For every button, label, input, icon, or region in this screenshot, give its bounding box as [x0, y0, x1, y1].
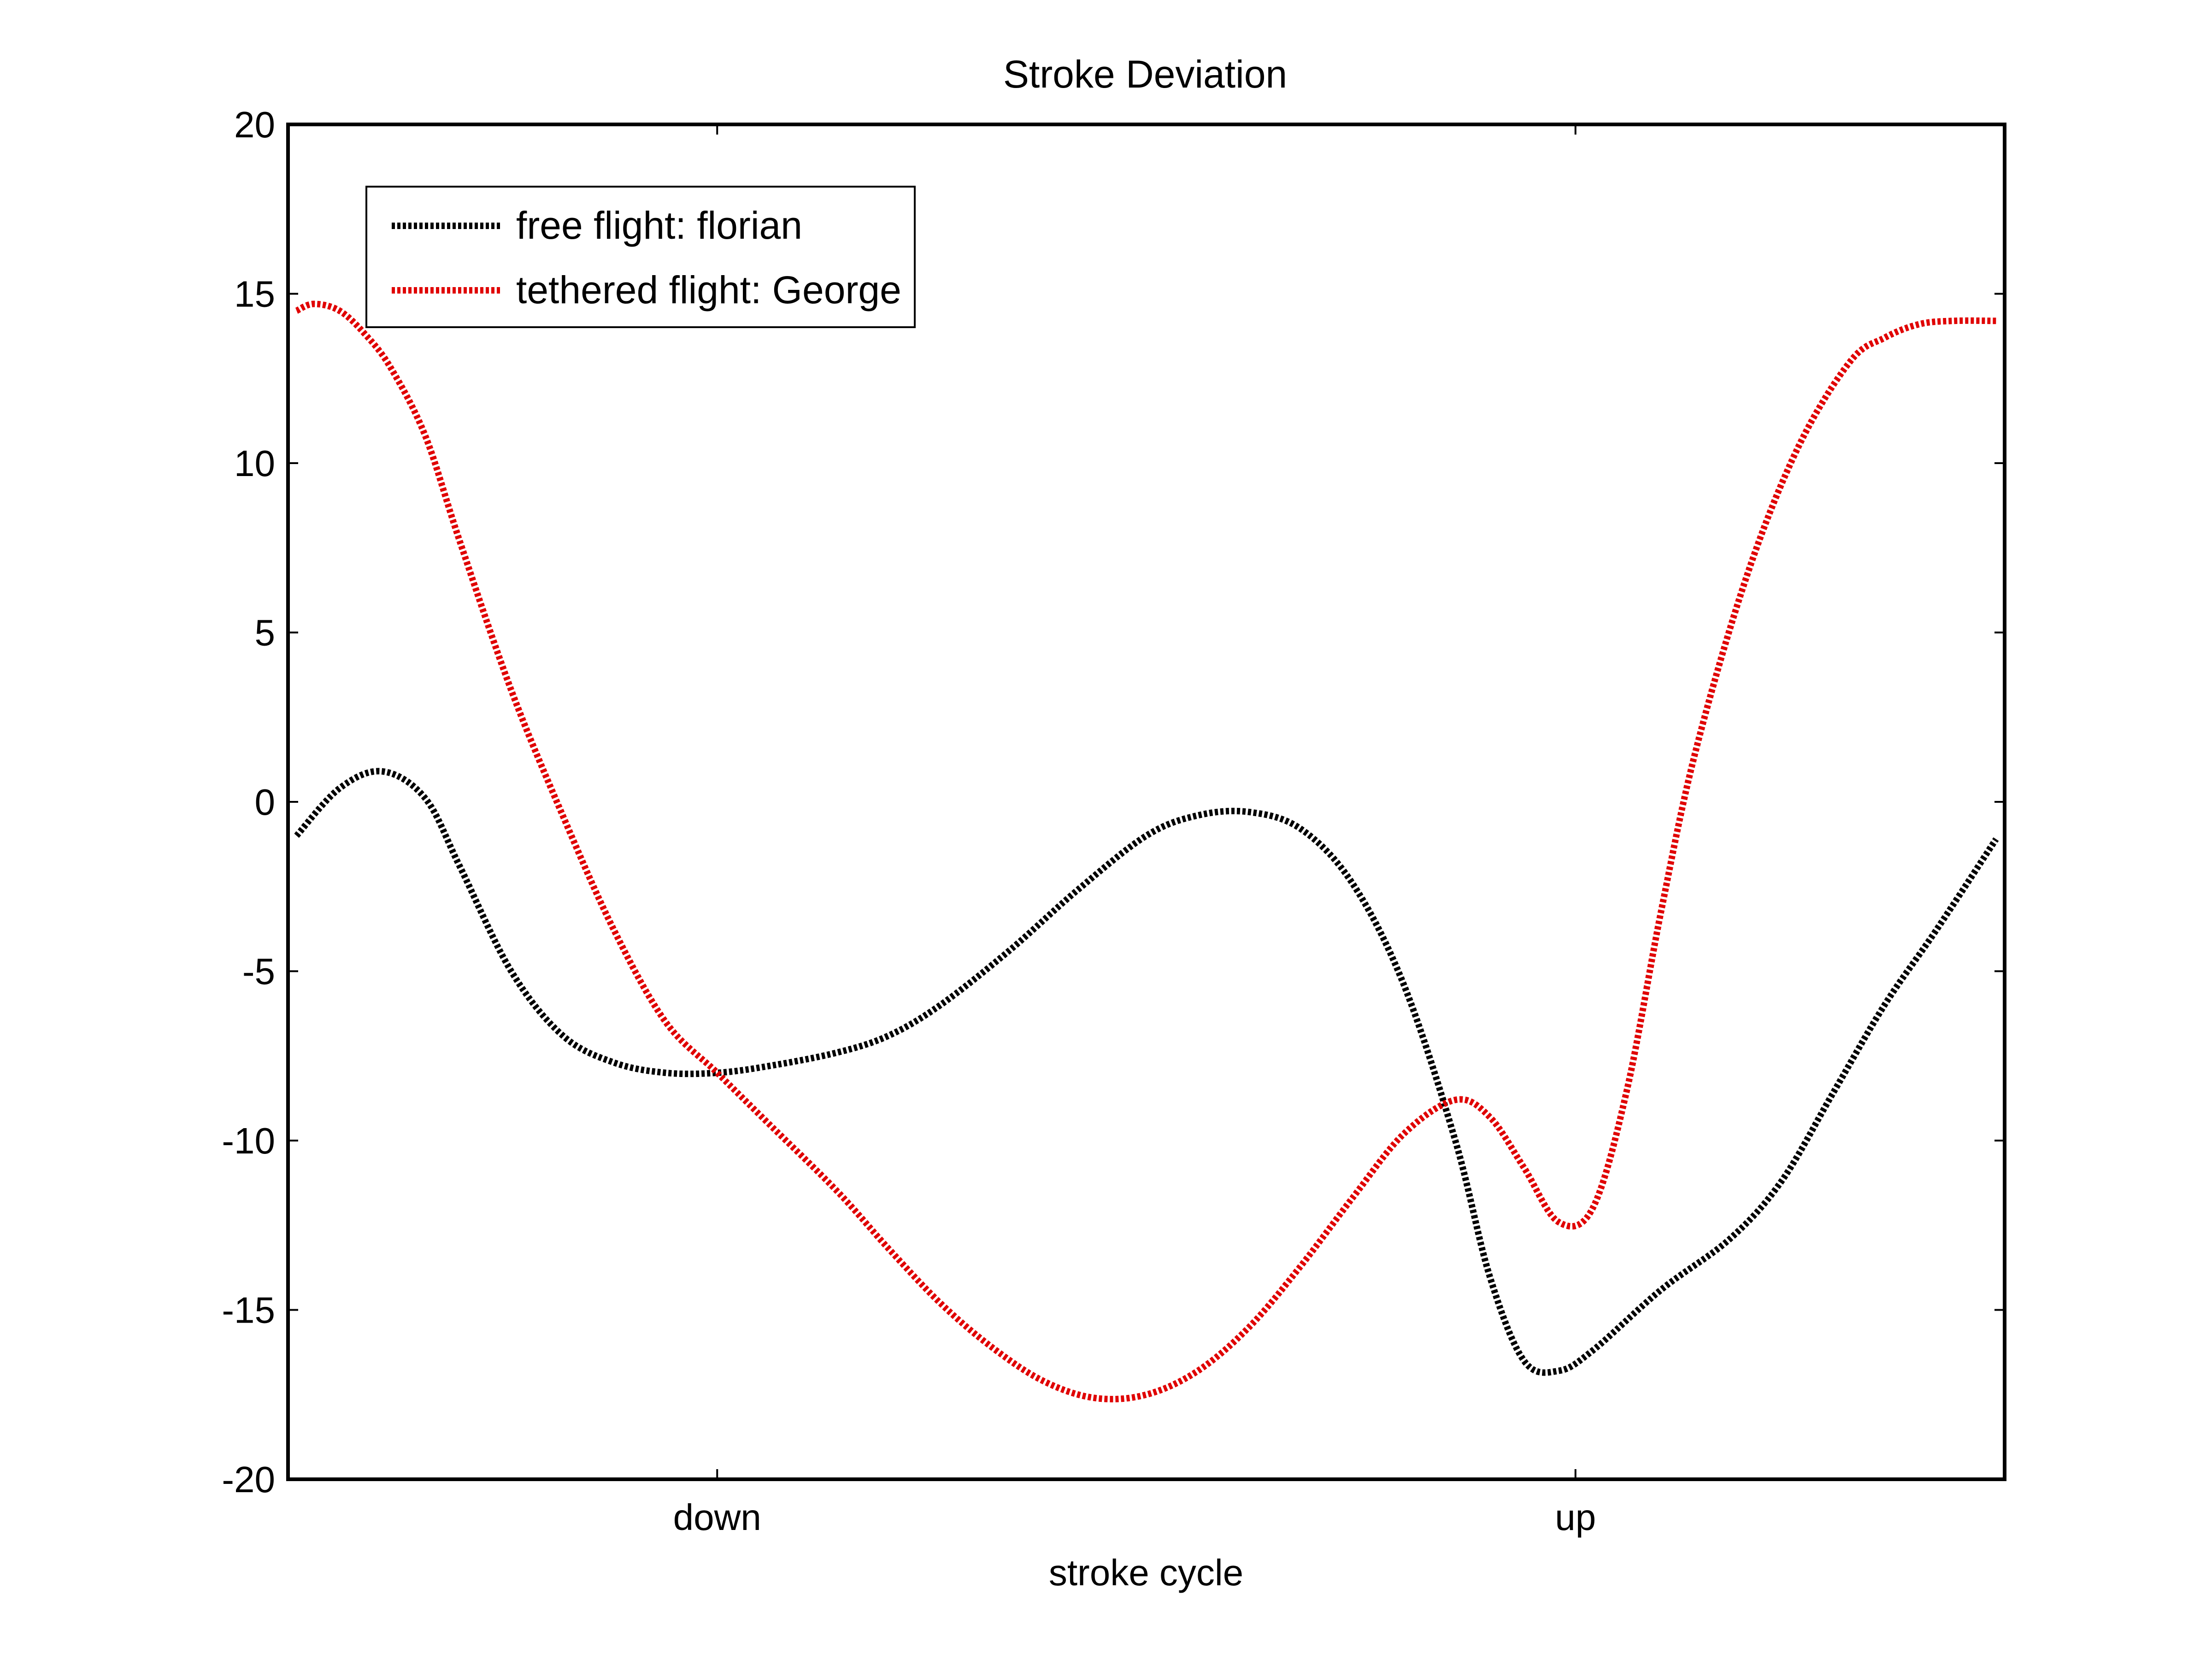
series-line-free-flight-florian — [294, 768, 1999, 1376]
chart-title: Stroke Deviation — [1003, 53, 1287, 96]
series-layer — [294, 300, 1999, 1403]
series-line-tethered-flight-george — [295, 300, 1996, 1403]
y-tick-label: 10 — [234, 443, 275, 484]
y-tick-label: -10 — [222, 1120, 275, 1161]
x-tick-label: down — [673, 1497, 761, 1538]
legend: free flight: florian tethered flight: Ge… — [365, 186, 916, 328]
legend-box — [365, 186, 916, 328]
y-tick-label: -15 — [222, 1290, 275, 1331]
legend-label-free-flight: free flight: florian — [516, 204, 802, 247]
x-axis-label: stroke cycle — [1049, 1552, 1243, 1593]
y-tick-label: -20 — [222, 1459, 275, 1500]
x-axis: down up — [673, 124, 1596, 1538]
y-tick-label: -5 — [242, 951, 275, 992]
y-axis: 20 15 10 5 0 -5 -10 -15 -20 — [222, 104, 2005, 1500]
x-tick-label: up — [1555, 1497, 1596, 1538]
y-tick-label: 20 — [234, 104, 275, 145]
y-tick-label: 15 — [234, 274, 275, 315]
legend-label-tethered-flight: tethered flight: George — [516, 268, 901, 312]
y-tick-label: 0 — [255, 782, 276, 823]
y-tick-label: 5 — [255, 612, 276, 653]
